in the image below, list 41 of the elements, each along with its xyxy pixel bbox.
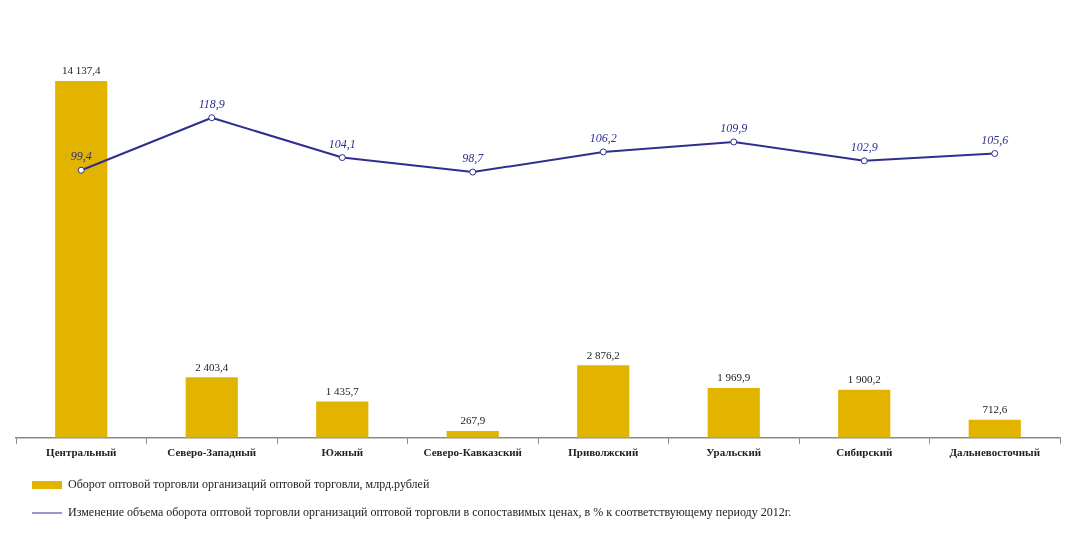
data-label: 712,6 [982, 403, 1008, 416]
x-tick-label: Уральский [706, 446, 762, 459]
data-label: 1 435,7 [325, 384, 360, 397]
data-label: 1 900,2 [847, 373, 881, 386]
point [469, 168, 477, 176]
bar [316, 401, 369, 438]
data-label: 1 969,9 [717, 371, 751, 384]
data-label: 109,9 [720, 121, 748, 136]
x-tick-label: Сибирский [836, 446, 893, 459]
data-label: 99,4 [70, 149, 92, 164]
bar [707, 388, 760, 438]
data-label: 118,9 [198, 96, 225, 111]
data-label: 105,6 [981, 132, 1009, 147]
data-label: 2 403,4 [195, 360, 229, 373]
x-tick-label: Северо-Западный [167, 446, 257, 459]
data-label: 106,2 [589, 131, 617, 146]
point [730, 138, 738, 146]
data-label: 14 137,4 [62, 64, 101, 77]
data-label: 98,7 [462, 151, 485, 166]
bar [55, 81, 108, 438]
legend-label: Изменение объема оборота оптовой торговли организаций оптовой торговли в сопоставимых ценах, в % к соответствующему периоду 2012г. [68, 505, 792, 520]
x-tick-label: Южный [321, 446, 364, 459]
x-tick-label: Северо-Кавказский [423, 446, 523, 459]
legend-label: Оборот оптовой торговли организаций оптовой торговли, млрд.рублей [68, 477, 430, 492]
point [599, 148, 607, 156]
point [338, 154, 346, 162]
data-label: 104,1 [328, 136, 356, 151]
bar [968, 419, 1021, 438]
point [860, 157, 868, 165]
point [991, 150, 999, 158]
bar [185, 377, 238, 438]
bar [838, 389, 891, 438]
data-label: 2 876,2 [586, 348, 620, 361]
bar [577, 365, 630, 438]
point [208, 114, 216, 122]
x-tick-label: Приволжский [568, 446, 639, 459]
data-label: 102,9 [850, 139, 878, 154]
data-label: 267,9 [460, 414, 486, 427]
x-tick-label: Центральный [46, 446, 118, 459]
x-tick-label: Дальневосточный [949, 446, 1041, 459]
point [77, 166, 85, 174]
